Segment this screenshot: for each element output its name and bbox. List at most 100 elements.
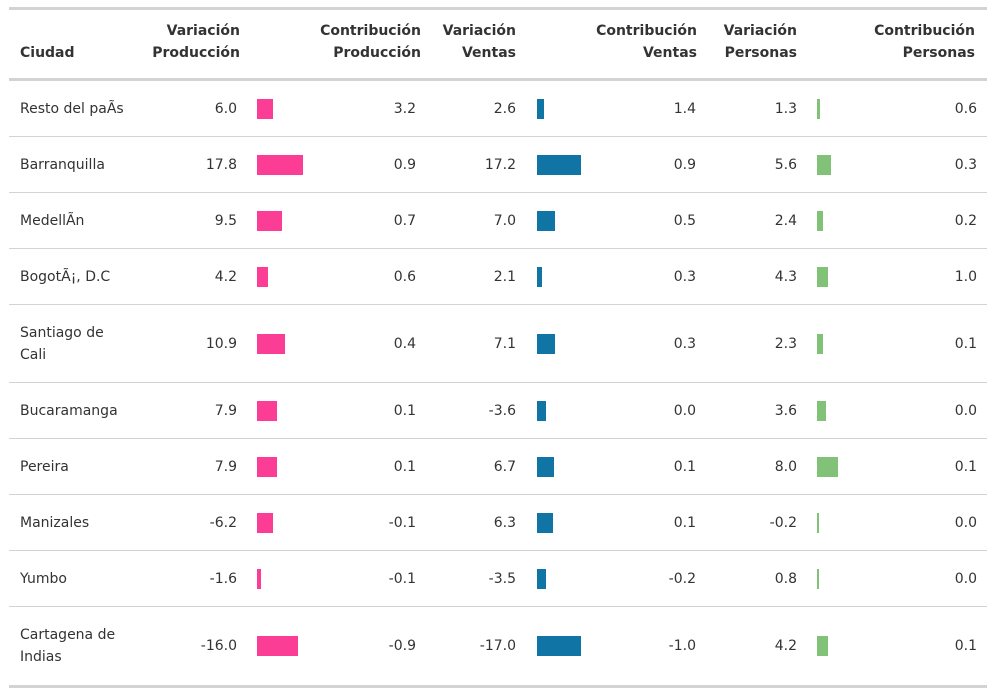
cell-variacion-ventas: 7.0 [493, 212, 516, 229]
cell-contribucion-produccion: 0.9 [393, 156, 416, 173]
cell-ciudad: Resto del paÃs [20, 100, 124, 117]
cell-variacion-produccion: -6.2 [209, 514, 237, 531]
cell-contribucion-personas: 0.1 [954, 335, 977, 352]
bar-variacion-personas-wrap [817, 81, 820, 136]
cell-variacion-produccion: -1.6 [209, 570, 237, 587]
header-variacion-ventas: Variación Ventas [442, 23, 516, 61]
bar-variacion-ventas [537, 636, 581, 656]
cell-ciudad: Manizales [20, 514, 90, 531]
cell-variacion-produccion: 9.5 [214, 212, 237, 229]
cell-ciudad: BogotÃ¡, D.C [20, 268, 111, 285]
cell-variacion-personas: 2.3 [774, 335, 797, 352]
cell-contribucion-ventas: 0.1 [673, 458, 696, 475]
bar-variacion-produccion-wrap [257, 551, 261, 606]
cell-contribucion-ventas: 0.5 [673, 212, 696, 229]
bar-variacion-personas-wrap [817, 137, 831, 192]
cell-variacion-personas: 4.2 [774, 638, 797, 654]
cell-variacion-produccion: 6.0 [214, 100, 237, 117]
bar-variacion-produccion-wrap [257, 305, 285, 382]
bar-variacion-personas-wrap [817, 607, 828, 685]
table-row: Manizales -6.2 -0.1 6.3 0.1 -0.2 0.0 [9, 495, 987, 551]
cell-contribucion-ventas: 0.9 [673, 156, 696, 173]
cell-variacion-personas: 0.8 [774, 570, 797, 587]
bar-variacion-ventas [537, 98, 544, 119]
bar-variacion-ventas-wrap [537, 81, 544, 136]
bar-variacion-personas [817, 568, 819, 589]
cell-contribucion-personas: 0.6 [954, 100, 977, 117]
bar-variacion-produccion [257, 154, 303, 175]
table-row: Bucaramanga 7.9 0.1 -3.6 0.0 3.6 0.0 [9, 383, 987, 439]
bar-variacion-produccion [257, 98, 273, 119]
cell-variacion-ventas: 6.7 [493, 458, 516, 475]
cell-contribucion-ventas: 0.1 [673, 514, 696, 531]
table-row: Pereira 7.9 0.1 6.7 0.1 8.0 0.1 [9, 439, 987, 495]
bar-variacion-ventas-wrap [537, 137, 581, 192]
bar-variacion-produccion [257, 333, 285, 354]
cell-contribucion-ventas: 0.0 [673, 402, 696, 419]
cell-contribucion-produccion: -0.1 [388, 514, 416, 531]
cell-variacion-ventas: 7.1 [493, 335, 516, 352]
bar-variacion-produccion-wrap [257, 81, 273, 136]
cell-contribucion-personas: 0.1 [954, 458, 977, 475]
bar-variacion-ventas [537, 210, 555, 231]
cell-variacion-personas: 4.3 [774, 268, 797, 285]
bar-variacion-produccion-wrap [257, 383, 277, 438]
cell-ciudad: Pereira [20, 458, 69, 475]
bar-variacion-produccion [257, 456, 277, 477]
bar-variacion-produccion [257, 210, 282, 231]
bar-variacion-personas-wrap [817, 439, 838, 494]
cell-ciudad: MedellÃn [20, 212, 85, 229]
bar-variacion-personas-wrap [817, 305, 823, 382]
cell-variacion-personas: 1.3 [774, 100, 797, 117]
cell-contribucion-produccion: 0.4 [393, 335, 416, 352]
cell-contribucion-ventas: 1.4 [673, 100, 696, 117]
bar-variacion-produccion-wrap [257, 249, 268, 304]
bar-variacion-ventas [537, 333, 555, 354]
cell-variacion-personas: 5.6 [774, 156, 797, 173]
cell-ciudad: Bucaramanga [20, 402, 118, 419]
table-body: Resto del paÃs 6.0 3.2 2.6 1.4 1.3 0.6 Barranqu… [9, 81, 987, 685]
bar-variacion-produccion-wrap [257, 607, 298, 685]
bar-variacion-ventas [537, 266, 542, 287]
cell-contribucion-produccion: -0.1 [388, 570, 416, 587]
cell-variacion-ventas: 2.1 [493, 268, 516, 285]
cell-contribucion-ventas: -1.0 [668, 638, 696, 654]
table-header: Ciudad Variación Producción Contribución P… [9, 10, 987, 81]
bar-variacion-produccion-wrap [257, 137, 303, 192]
bar-variacion-ventas-wrap [537, 439, 554, 494]
bar-variacion-produccion [257, 636, 298, 656]
cell-variacion-ventas: 6.3 [493, 514, 516, 531]
cell-contribucion-personas: 0.0 [954, 514, 977, 531]
bar-variacion-ventas [537, 512, 553, 533]
cell-contribucion-personas: 0.1 [954, 638, 977, 654]
bar-variacion-ventas-wrap [537, 193, 555, 248]
bar-variacion-personas [817, 636, 828, 656]
bar-variacion-personas [817, 154, 831, 175]
header-contribucion-produccion: Contribución Producción [320, 23, 421, 61]
bar-variacion-ventas-wrap [537, 249, 542, 304]
table-row: Yumbo -1.6 -0.1 -3.5 -0.2 0.8 0.0 [9, 551, 987, 607]
header-variacion-produccion: Variación Producción [152, 23, 240, 61]
bar-variacion-personas [817, 333, 823, 354]
cell-contribucion-ventas: 0.3 [673, 335, 696, 352]
cell-contribucion-produccion: 0.7 [393, 212, 416, 229]
bar-variacion-ventas-wrap [537, 383, 546, 438]
cell-contribucion-ventas: 0.3 [673, 268, 696, 285]
cell-contribucion-personas: 0.2 [954, 212, 977, 229]
cell-variacion-produccion: -16.0 [200, 638, 237, 654]
cell-variacion-ventas: -3.5 [488, 570, 516, 587]
header-ciudad: Ciudad [20, 45, 75, 61]
cell-contribucion-produccion: -0.9 [388, 638, 416, 654]
cell-contribucion-produccion: 0.1 [393, 458, 416, 475]
table-row: Santiago de Cali 10.9 0.4 7.1 0.3 2.3 0.1 [9, 305, 987, 383]
cell-contribucion-produccion: 3.2 [393, 100, 416, 117]
bar-variacion-ventas [537, 456, 554, 477]
header-variacion-personas: Variación Personas [723, 23, 797, 61]
cell-contribucion-produccion: 0.1 [393, 402, 416, 419]
bar-variacion-ventas [537, 154, 581, 175]
cell-variacion-produccion: 7.9 [214, 402, 237, 419]
bar-variacion-produccion [257, 400, 277, 421]
cell-variacion-personas: 8.0 [774, 458, 797, 475]
table-row: BogotÃ¡, D.C 4.2 0.6 2.1 0.3 4.3 1.0 [9, 249, 987, 305]
cell-variacion-ventas: -17.0 [479, 638, 516, 654]
